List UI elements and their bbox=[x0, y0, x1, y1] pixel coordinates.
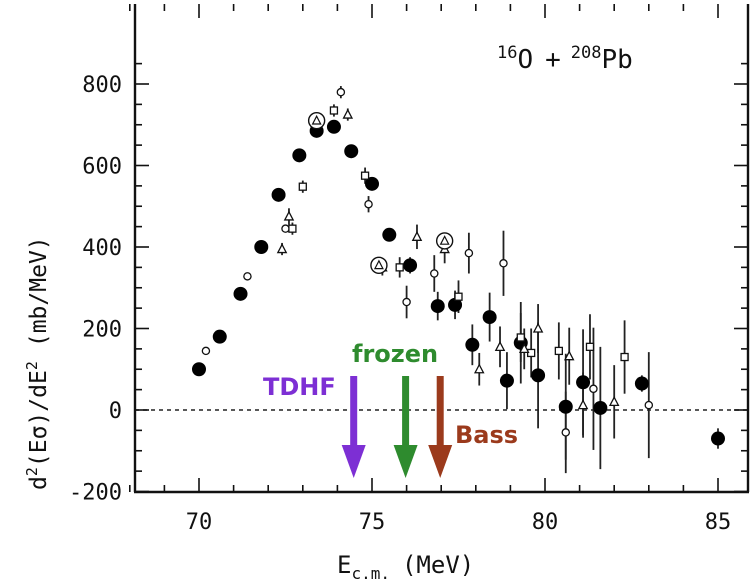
point-open-circle bbox=[644, 400, 654, 410]
point-open-triangle bbox=[532, 322, 544, 333]
point-open-circle bbox=[364, 199, 373, 209]
point-filled-circle bbox=[499, 373, 514, 388]
point-filled-circle bbox=[430, 299, 445, 314]
x-tick-label: 70 bbox=[186, 510, 213, 535]
y-tick-label: 400 bbox=[82, 236, 122, 261]
error-bars bbox=[281, 86, 719, 474]
x-axis-label: Ec.m. (MeV) bbox=[337, 551, 474, 583]
point-open-square bbox=[329, 106, 339, 115]
bass-label: Bass bbox=[455, 421, 518, 449]
point-open-circle bbox=[336, 87, 346, 97]
point-open-triangle bbox=[283, 210, 295, 221]
bass-arrow bbox=[428, 376, 453, 478]
point-filled-circle bbox=[382, 227, 397, 242]
point-open-triangle bbox=[563, 350, 575, 361]
point-open-triangle bbox=[494, 340, 506, 351]
point-open-circle bbox=[499, 259, 508, 268]
tdhf-label: TDHF bbox=[263, 373, 336, 401]
point-open-square bbox=[395, 263, 404, 272]
y-tick-label: 200 bbox=[82, 318, 122, 343]
point-open-square bbox=[288, 224, 297, 233]
point-filled-circle bbox=[448, 297, 463, 312]
point-open-square bbox=[620, 352, 629, 362]
point-filled-circle bbox=[326, 119, 341, 134]
axis-ticks: 70 75 80 85 -200 0 200 400 600 800 bbox=[69, 4, 748, 535]
point-filled-circle bbox=[711, 431, 725, 446]
point-filled-circle bbox=[292, 148, 307, 163]
x-tick-label: 75 bbox=[359, 510, 386, 535]
point-circled-triangle bbox=[307, 111, 326, 130]
point-filled-circle bbox=[576, 375, 591, 390]
point-filled-circle bbox=[403, 258, 418, 273]
frozen-arrow bbox=[393, 376, 418, 478]
x-tick-label: 80 bbox=[532, 510, 559, 535]
point-circled-triangle bbox=[435, 232, 454, 250]
point-open-square bbox=[454, 292, 463, 301]
point-filled-circle bbox=[192, 362, 206, 377]
point-open-circle bbox=[561, 428, 571, 437]
point-open-triangle bbox=[473, 363, 485, 374]
point-open-circle bbox=[243, 272, 252, 281]
point-filled-circle bbox=[254, 240, 269, 254]
point-filled-circle bbox=[365, 176, 379, 191]
point-circled-triangle bbox=[370, 256, 388, 275]
point-open-circle bbox=[402, 297, 411, 307]
point-open-square bbox=[516, 333, 525, 342]
y-tick-label: 0 bbox=[109, 399, 122, 424]
point-filled-circle bbox=[482, 310, 497, 325]
frozen-label: frozen bbox=[352, 340, 438, 368]
point-open-circle bbox=[430, 269, 439, 278]
point-filled-circle bbox=[558, 399, 573, 414]
point-open-triangle bbox=[342, 108, 354, 119]
data-points bbox=[192, 87, 725, 446]
y-axis-label: d2(Eσ)/dE2(mb/MeV) bbox=[23, 236, 52, 490]
point-open-triangle bbox=[276, 243, 288, 254]
y-tick-label: 600 bbox=[82, 155, 122, 180]
reaction-label: 16O +208Pb bbox=[497, 43, 633, 75]
point-open-square bbox=[360, 171, 370, 180]
point-filled-circle bbox=[465, 337, 480, 352]
point-filled-circle bbox=[271, 187, 286, 202]
point-filled-circle bbox=[634, 376, 649, 391]
point-open-square bbox=[585, 342, 595, 351]
point-open-triangle bbox=[608, 395, 620, 407]
y-tick-label: -200 bbox=[69, 481, 122, 506]
point-filled-circle bbox=[593, 400, 608, 415]
point-open-triangle bbox=[577, 399, 589, 410]
point-open-triangle bbox=[518, 342, 530, 354]
point-open-circle bbox=[201, 346, 211, 356]
point-filled-circle bbox=[531, 368, 546, 383]
point-open-triangle bbox=[411, 230, 423, 241]
point-open-circle bbox=[589, 384, 598, 394]
point-open-circle bbox=[281, 224, 290, 233]
point-open-circle bbox=[464, 248, 474, 258]
y-tick-label: 800 bbox=[82, 73, 122, 98]
point-open-square bbox=[298, 182, 307, 191]
annotation-arrows bbox=[341, 376, 453, 478]
point-filled-circle bbox=[233, 286, 248, 301]
point-filled-circle bbox=[344, 144, 359, 159]
point-filled-circle bbox=[212, 329, 227, 344]
point-open-square bbox=[554, 346, 563, 356]
tdhf-arrow bbox=[341, 376, 366, 478]
x-tick-label: 85 bbox=[705, 510, 732, 535]
